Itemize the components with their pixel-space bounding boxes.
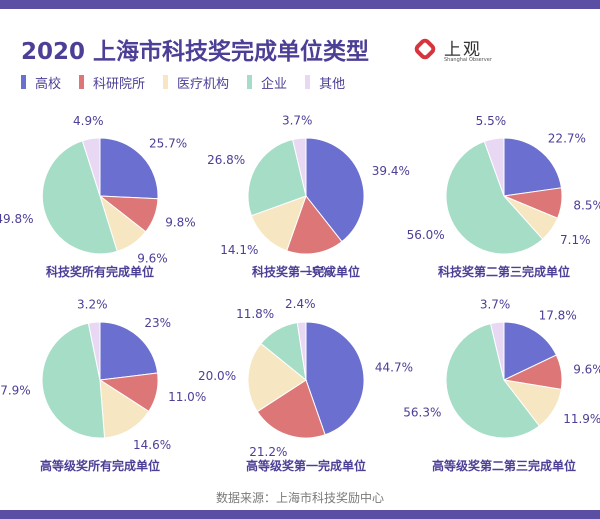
legend-item-medical: 医疗机构 — [163, 73, 229, 92]
pie-slice-university — [503, 137, 562, 197]
pie-slice-university — [503, 321, 558, 381]
legend-label: 其他 — [319, 76, 346, 92]
pie-slice-other — [489, 321, 505, 381]
pie-slice-research-institute — [286, 194, 343, 255]
chart-title: 科技奖第一完成单位 — [252, 264, 360, 279]
bottom-bar — [0, 510, 600, 519]
data-label: 14.6% — [133, 438, 171, 452]
legend-swatch — [247, 75, 253, 89]
data-label: 9.6% — [573, 362, 600, 376]
data-label: 2.4% — [285, 297, 316, 311]
data-label: 11.0% — [168, 390, 206, 404]
pie-chart: 25.7% 9.8% 9.6% 49.8% 4.9% 科技奖所有完成单位 — [0, 114, 196, 279]
legend: 高校 科研院所 医疗机构 企业 其他 — [21, 73, 363, 92]
data-label: 56.3% — [403, 406, 441, 420]
chart-title: 高等级奖第一完成单位 — [246, 458, 366, 473]
source-note: 数据来源：上海市科技奖励中心 — [215, 491, 384, 505]
pie-slice-enterprise — [247, 138, 307, 217]
chart-title: 科技奖所有完成单位 — [46, 264, 154, 279]
data-label: 7.1% — [560, 233, 591, 247]
pie-slice-university — [99, 321, 159, 381]
chart-title: 高等级奖所有完成单位 — [40, 458, 160, 473]
data-label: 25.7% — [149, 137, 187, 151]
logo-text: 上观 — [444, 40, 482, 60]
data-label: 3.7% — [282, 114, 313, 128]
pie-slice-university — [305, 321, 365, 436]
data-label: 11.9% — [563, 412, 600, 426]
logo: 上观 Shanghai Observer — [412, 36, 526, 66]
pie-slice-other — [81, 137, 101, 197]
data-label: 4.9% — [73, 114, 104, 128]
data-label: 26.8% — [207, 153, 245, 167]
pie-chart: 22.7% 8.5% 7.1% 56.0% 5.5% 科技奖第二第三完成单位 — [407, 114, 600, 279]
data-label: 8.5% — [573, 199, 600, 213]
pie-chart: 44.7% 21.2% 20.0% 11.8% 2.4% 高等级奖第一完成单位 — [198, 297, 413, 473]
data-label: 20.0% — [198, 369, 236, 383]
data-label: 3.7% — [480, 298, 511, 312]
data-label: 5.5% — [476, 114, 507, 128]
data-label: 23% — [144, 316, 171, 330]
data-label: 9.6% — [137, 252, 168, 266]
legend-swatch — [163, 75, 169, 89]
data-label: 49.8% — [0, 212, 34, 226]
pie-slice-other — [483, 137, 505, 197]
legend-label: 高校 — [35, 76, 62, 92]
data-label: 14.1% — [220, 243, 258, 257]
pie-slice-other — [87, 321, 101, 381]
data-label: 3.2% — [77, 297, 108, 311]
pie-slice-medical — [250, 195, 307, 252]
legend-label: 企业 — [261, 76, 288, 92]
pie-chart: 17.8% 9.6% 11.9% 56.3% 3.7% 高等级奖第二第三完成单位 — [403, 298, 600, 474]
page-title: 2020 上海市科技奖完成单位类型 — [21, 39, 370, 65]
data-label: 21.2% — [249, 445, 287, 459]
data-label: 44.7% — [375, 360, 413, 374]
data-label: 16% — [305, 264, 332, 278]
data-label: 11.8% — [236, 307, 274, 321]
legend-swatch — [305, 75, 311, 89]
legend-swatch — [21, 75, 26, 89]
legend-item-research-institute: 科研院所 — [79, 73, 145, 92]
logo-subtext: Shanghai Observer — [444, 57, 492, 63]
pie-slice-other — [292, 137, 307, 197]
top-bar — [0, 0, 600, 9]
data-label: 56.0% — [407, 228, 445, 242]
pie-slice-enterprise — [41, 322, 106, 439]
pie-slice-other — [296, 321, 307, 381]
pie-chart: 39.4% 16% 14.1% 26.8% 3.7% 科技奖第一完成单位 — [207, 114, 410, 280]
pie-slice-research-institute — [256, 379, 326, 439]
pie-slice-university — [305, 137, 365, 243]
data-label: 9.8% — [165, 216, 196, 230]
pie-slice-enterprise — [445, 140, 544, 255]
legend-swatch — [79, 75, 85, 89]
pie-slice-enterprise — [41, 140, 118, 255]
data-label: 47.9% — [0, 384, 31, 398]
chart-title: 科技奖第二第三完成单位 — [438, 264, 570, 279]
pie-chart: 23% 11.0% 14.6% 47.9% 3.2% 高等级奖所有完成单位 — [0, 297, 206, 473]
pie-slice-university — [99, 137, 159, 200]
pie-slice-enterprise — [445, 322, 541, 439]
data-label: 39.4% — [372, 164, 410, 178]
pie-slice-medical — [99, 379, 150, 439]
legend-item-enterprise: 企业 — [247, 73, 287, 92]
legend-item-other: 其他 — [305, 73, 345, 92]
legend-item-university: 高校 — [21, 73, 61, 92]
pie-slice-medical — [247, 342, 307, 413]
chart-title: 高等级奖第二第三完成单位 — [432, 458, 576, 473]
legend-label: 医疗机构 — [177, 76, 230, 92]
legend-label: 科研院所 — [93, 76, 146, 92]
data-label: 22.7% — [548, 132, 586, 146]
data-label: 17.8% — [539, 309, 577, 323]
